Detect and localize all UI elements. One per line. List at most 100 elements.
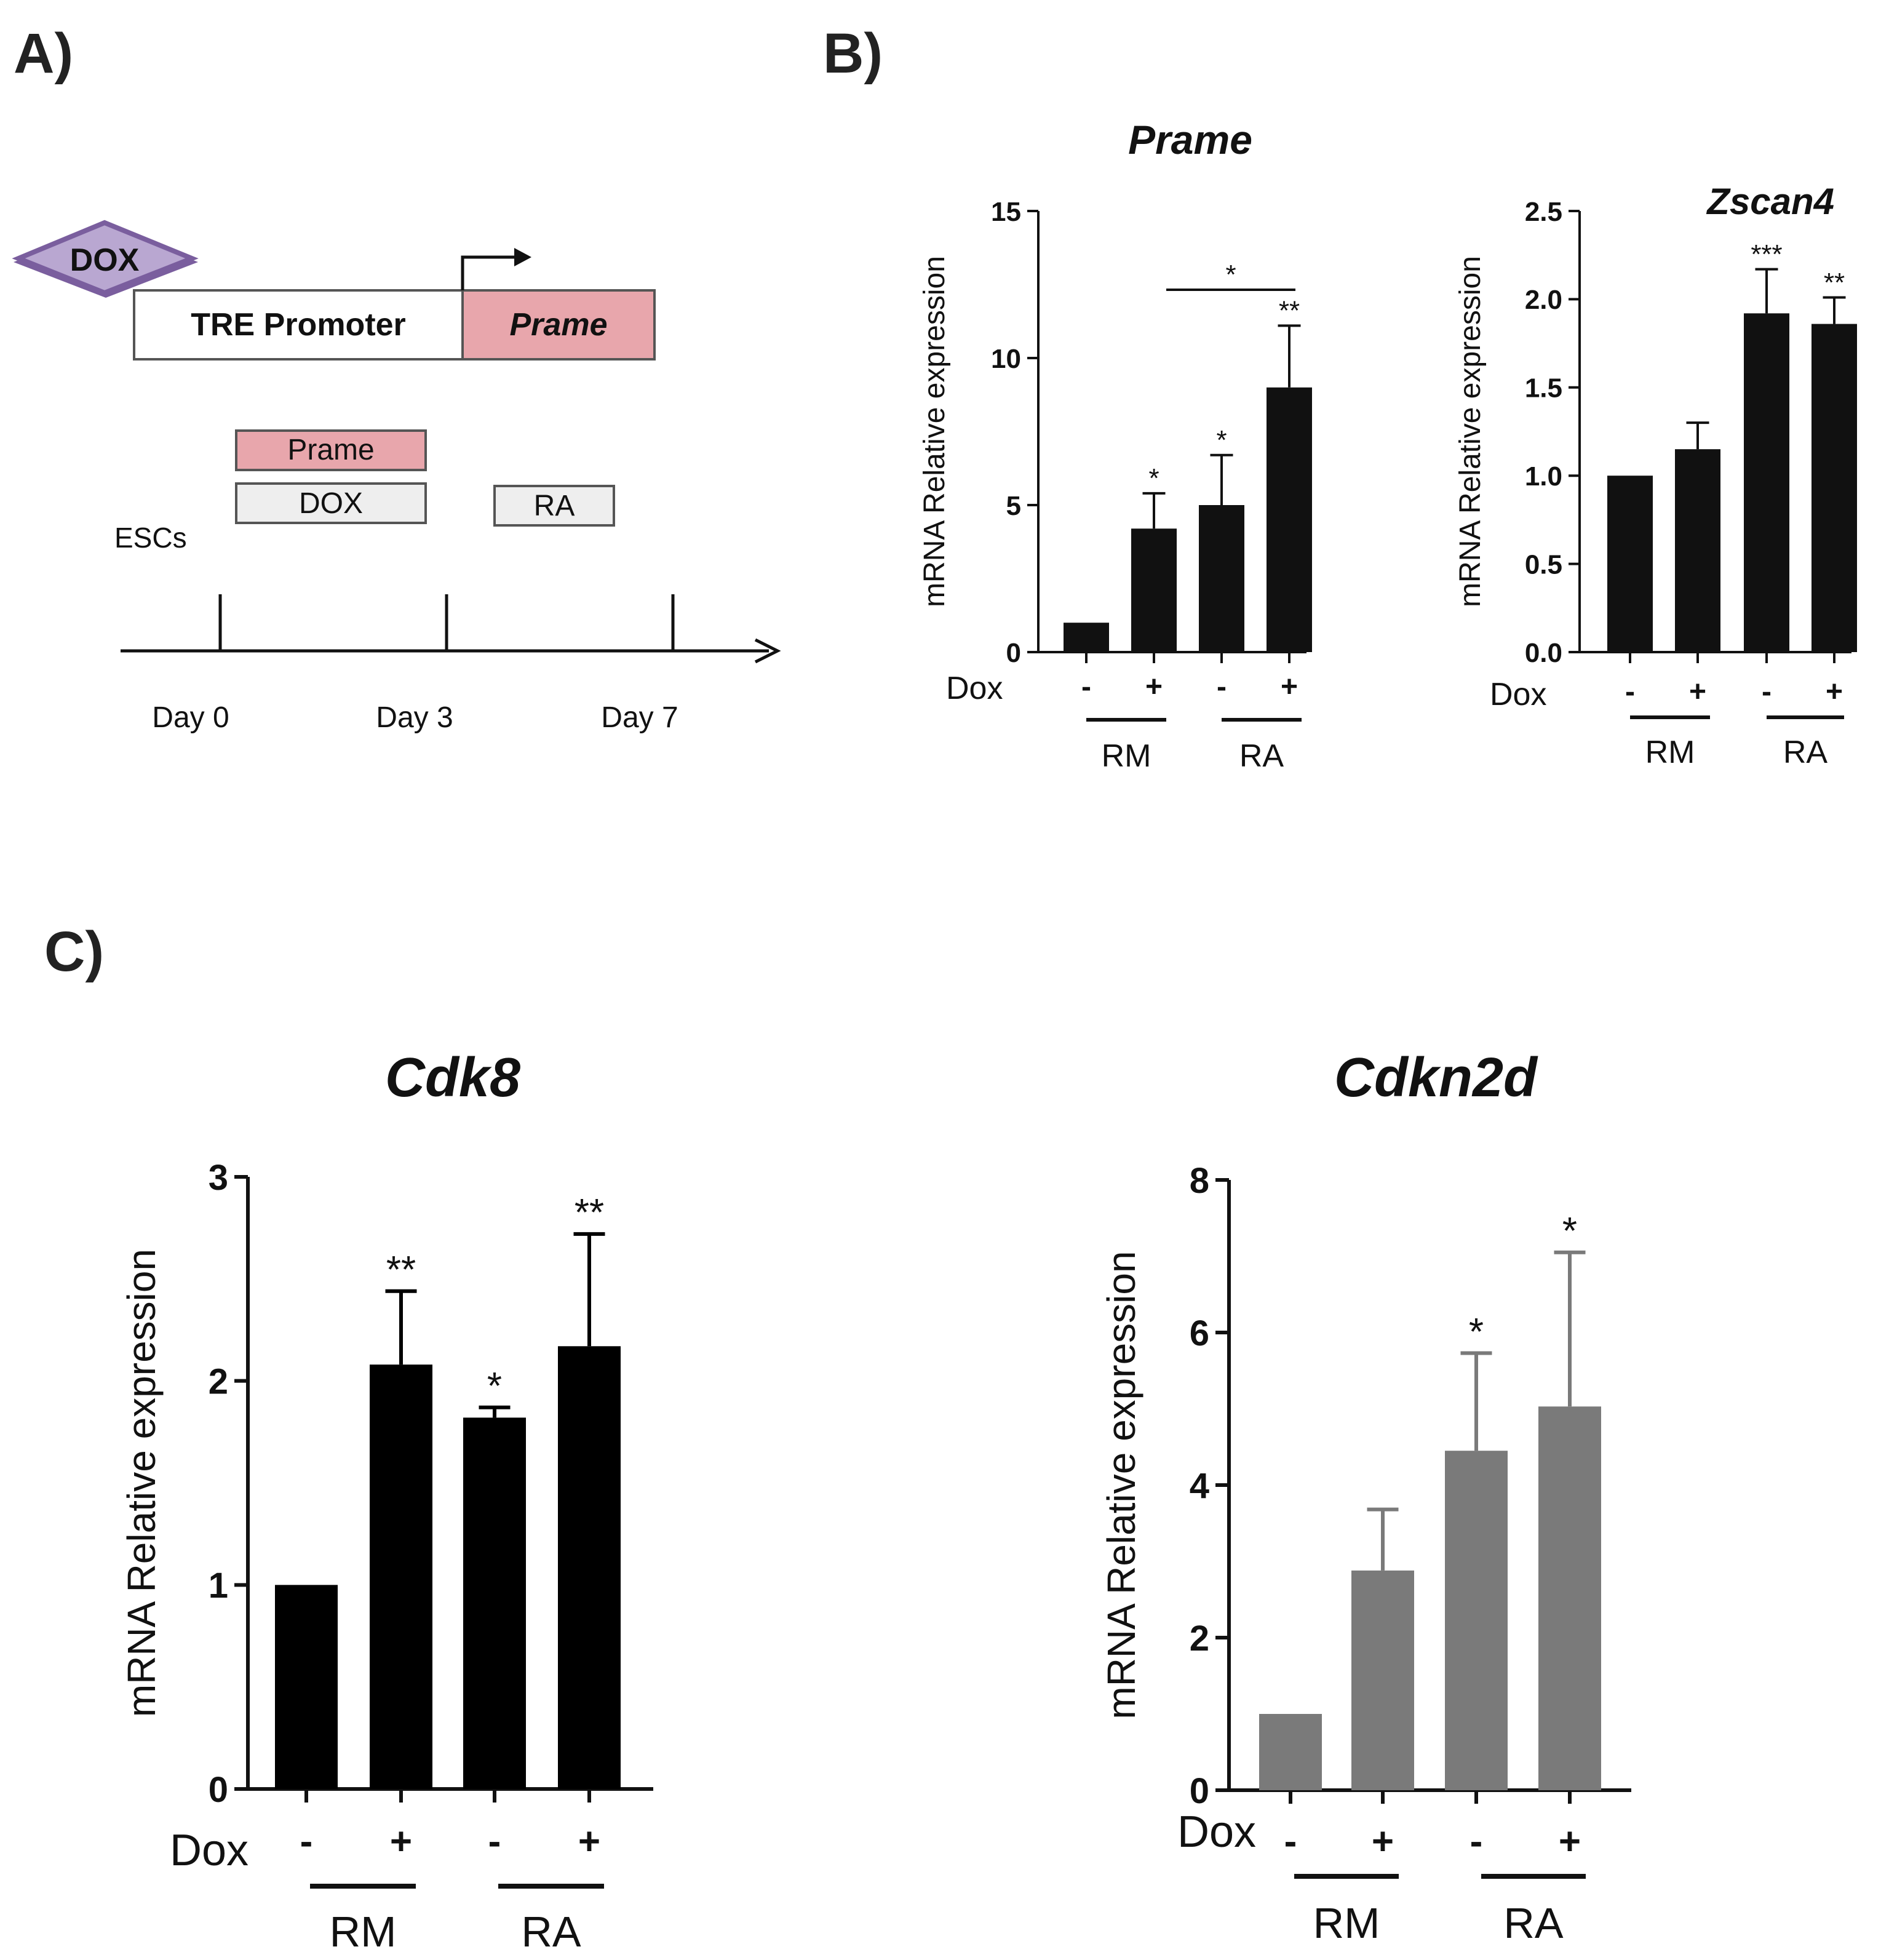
group-label-0: RM: [1102, 738, 1151, 774]
significance-1: **: [386, 1249, 416, 1291]
y-tick-label: 2.5: [1525, 197, 1562, 227]
significance-2: *: [1469, 1311, 1484, 1353]
dox-sign-3: +: [1559, 1820, 1581, 1863]
y-tick-label: 5: [1006, 491, 1021, 521]
prame-induction-label: Prame: [287, 434, 374, 466]
dox-sign-0: -: [1284, 1820, 1297, 1863]
bar-1: [1675, 449, 1720, 652]
dox-sign-3: +: [1281, 671, 1298, 703]
construct-diagram: TRE Promoter Prame DOX: [12, 220, 656, 361]
dox-sign-1: +: [390, 1820, 412, 1863]
y-tick-label: 0: [1190, 1771, 1209, 1811]
time-axis-arrow-icon: [754, 638, 781, 664]
group-label-1: RA: [1239, 738, 1284, 774]
day3-label: Day 3: [376, 701, 453, 734]
panel-label-b: B): [823, 22, 883, 85]
ra-treatment-label: RA: [534, 490, 575, 522]
bar-1: [1351, 1570, 1414, 1790]
dox-sign-2: -: [488, 1820, 501, 1863]
chart-zscan4: Zscan4 0.0 0.5 1.0 1.5 2.0 2.5 mRNA Relative ex…: [1454, 181, 1857, 770]
dox-sign-3: +: [1826, 675, 1843, 708]
y-axis-label: mRNA Relative expression: [1099, 1251, 1143, 1719]
y-tick-label: 0.5: [1525, 549, 1562, 580]
arrow-head-icon: [514, 248, 531, 266]
bar-3: [558, 1346, 621, 1789]
dox-treatment-label: DOX: [299, 487, 363, 520]
y-tick-label: 3: [209, 1158, 228, 1198]
group-label-0: RM: [1313, 1899, 1380, 1947]
dox-sign-0: -: [1081, 671, 1091, 703]
treatment-timeline: Prame DOX RA ESCs Day 0 Day 3 Day 7: [114, 429, 781, 734]
y-tick-label: 15: [991, 197, 1021, 227]
dox-sign-2: -: [1762, 675, 1772, 708]
day7-label: Day 7: [601, 701, 678, 734]
y-tick-label: 1.0: [1525, 461, 1562, 492]
chart-title: Cdk8: [385, 1047, 520, 1109]
dox-sign-2: -: [1217, 671, 1227, 703]
comparison-significance: *: [1225, 260, 1236, 290]
bar-2: [463, 1417, 526, 1789]
y-tick-label: 2: [209, 1362, 228, 1402]
y-tick-label: 0: [209, 1770, 228, 1810]
significance-3: *: [1562, 1210, 1577, 1253]
chart-title: Prame: [1128, 117, 1252, 162]
y-axis-label: mRNA Relative expression: [1454, 256, 1487, 607]
y-tick-label: 10: [991, 344, 1021, 374]
group-label-1: RA: [1503, 1899, 1564, 1947]
bar-0: [1607, 476, 1653, 652]
bar-0: [1259, 1714, 1322, 1790]
prame-gene-box: [461, 289, 656, 361]
bar-2: [1199, 505, 1244, 652]
significance-3: **: [1824, 268, 1845, 298]
tre-promoter-label: TRE Promoter: [191, 307, 406, 343]
x-axis-label: Dox: [1490, 677, 1546, 712]
tre-promoter-box: [133, 289, 464, 361]
y-tick-label: 1: [209, 1566, 228, 1606]
dox-sign-2: -: [1470, 1820, 1483, 1863]
escs-label: ESCs: [114, 522, 187, 554]
y-tick-label: 0.0: [1525, 638, 1562, 668]
bar-0: [275, 1585, 338, 1789]
x-axis-label: Dox: [946, 671, 1003, 706]
group-label-0: RM: [1645, 735, 1695, 770]
chart-prame: Prame 0 5 10 15 mRNA Relative expression - * + * -…: [918, 117, 1312, 774]
prame-gene-label: Prame: [510, 307, 608, 343]
dox-sign-1: +: [1372, 1820, 1394, 1863]
chart-title: Cdkn2d: [1334, 1047, 1538, 1109]
bar-3: [1267, 387, 1312, 652]
y-tick-label: 4: [1190, 1466, 1209, 1506]
bar-1: [1131, 528, 1177, 652]
dox-sign-0: -: [1625, 675, 1635, 708]
transcription-start-arrow: [461, 255, 518, 290]
significance-2: *: [1216, 425, 1227, 455]
bar-1: [370, 1364, 432, 1789]
ra-treatment-bar: [493, 485, 615, 527]
dox-inducer-label: DOX: [70, 242, 140, 278]
significance-2: *: [487, 1365, 502, 1408]
group-label-1: RA: [1783, 735, 1828, 770]
bar-3: [1811, 324, 1857, 652]
significance-3: **: [1279, 296, 1300, 326]
y-tick-label: 1.5: [1525, 373, 1562, 404]
x-axis-label: Dox: [170, 1826, 249, 1875]
significance-3: **: [575, 1192, 604, 1234]
bar-2: [1445, 1451, 1508, 1790]
bar-2: [1744, 313, 1789, 652]
bar-0: [1064, 623, 1109, 652]
dox-treatment-bar: [235, 482, 427, 524]
significance-1: *: [1148, 463, 1159, 493]
dox-sign-1: +: [1689, 675, 1706, 708]
dox-sign-1: +: [1145, 671, 1163, 703]
x-axis-label: Dox: [1177, 1807, 1256, 1857]
chart-cdk8: Cdk8 0 1 2 3 mRNA Relative expression - ** + * - **…: [119, 1047, 653, 1956]
y-tick-label: 8: [1190, 1161, 1209, 1201]
group-label-1: RA: [521, 1908, 581, 1956]
y-tick-label: 2: [1190, 1619, 1209, 1659]
y-tick-label: 0: [1006, 638, 1021, 668]
dox-sign-0: -: [300, 1820, 313, 1863]
panel-label-c: C): [44, 920, 104, 983]
y-axis-label: mRNA Relative expression: [119, 1249, 164, 1717]
panel-label-a: A): [14, 22, 73, 85]
prame-induction-bar: [235, 429, 427, 471]
